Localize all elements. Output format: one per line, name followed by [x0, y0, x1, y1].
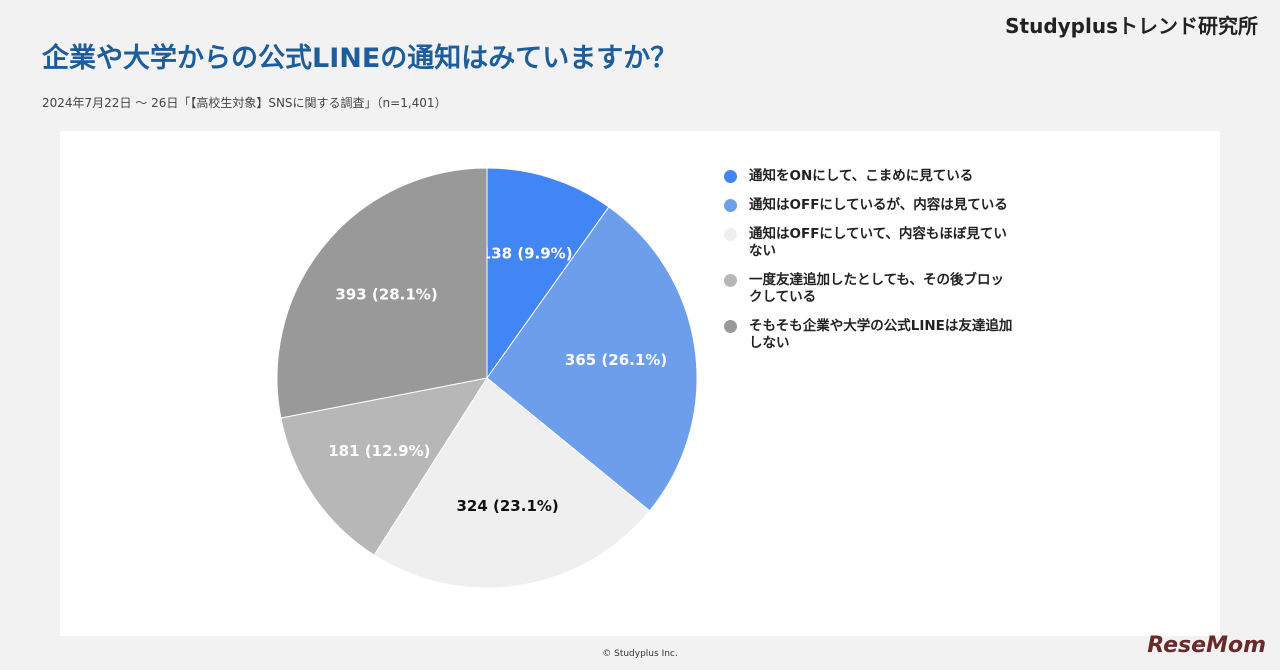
legend-label: 通知はOFFにしていて、内容もほぼ見ていない [749, 226, 1007, 259]
value-label: 324 (23.1%) [456, 497, 558, 515]
value-label: 393 (28.1%) [335, 286, 437, 304]
pie-slice [486, 206, 698, 512]
copyright: © Studyplus Inc. [602, 649, 678, 659]
value-label: 181 (12.9%) [328, 442, 430, 460]
legend-label: 一度友達追加したとしても、その後ブロックしている [749, 272, 1005, 305]
watermark: ReseMom [1147, 633, 1266, 658]
legend-item: 通知はOFFにしていて、内容もほぼ見ていない [724, 226, 1014, 260]
legend-label: 通知をONにして、こまめに見ている [749, 168, 974, 184]
legend-label: 通知はOFFにしているが、内容は見ている [749, 197, 1008, 213]
legend-marker [724, 170, 737, 183]
legend: 通知をONにして、こまめに見ている通知はOFFにしているが、内容は見ている通知は… [724, 168, 1014, 364]
legend-marker [724, 199, 737, 212]
value-label: 365 (26.1%) [565, 351, 667, 369]
value-label: 138 (9.9%) [481, 244, 573, 262]
pie-slice [373, 377, 651, 589]
legend-item: 通知をONにして、こまめに見ている [724, 168, 1014, 185]
brand: Studyplusトレンド研究所 [1005, 14, 1258, 38]
legend-marker [724, 320, 737, 333]
pie-slice [276, 167, 488, 419]
pie-slice [486, 167, 610, 380]
legend-marker [724, 274, 737, 287]
legend-item: そもそも企業や大学の公式LINEは友達追加しない [724, 318, 1014, 352]
legend-marker [724, 228, 737, 241]
legend-item: 一度友達追加したとしても、その後ブロックしている [724, 272, 1014, 306]
pie-slice [280, 377, 489, 556]
chart-subtitle: 2024年7月22日 〜 26日「【高校生対象】SNSに関する調査」（n=1,4… [42, 96, 447, 110]
legend-item: 通知はOFFにしているが、内容は見ている [724, 197, 1014, 214]
chart-title: 企業や大学からの公式LINEの通知はみていますか？ [42, 43, 678, 74]
legend-label: そもそも企業や大学の公式LINEは友達追加しない [749, 318, 1013, 351]
